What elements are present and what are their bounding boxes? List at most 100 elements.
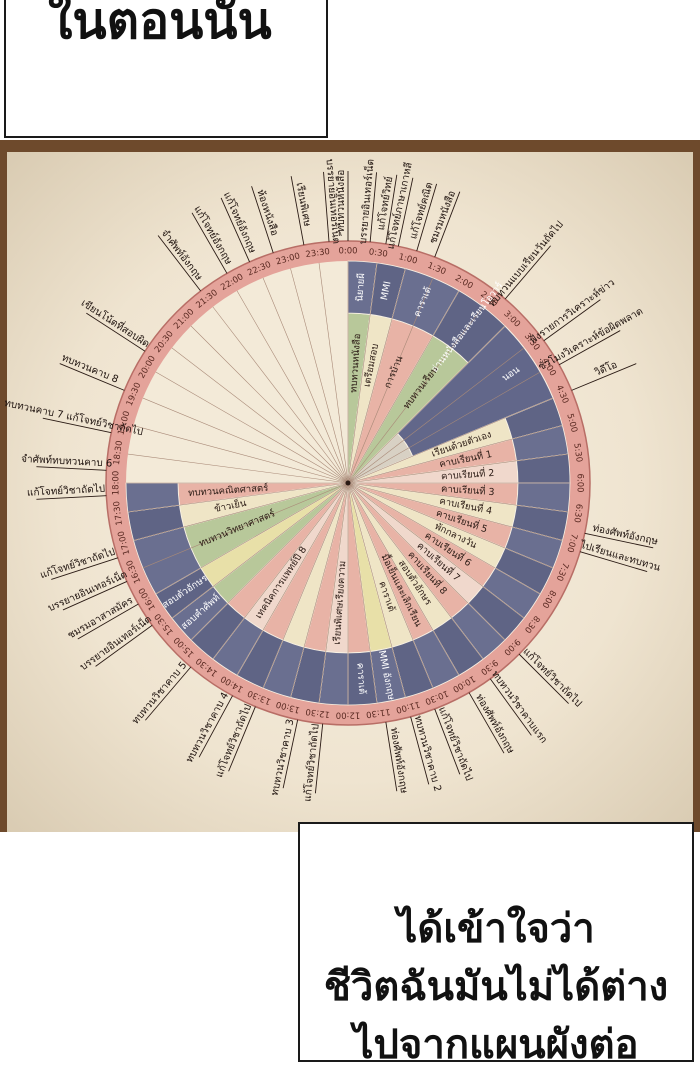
spoke-line <box>236 290 349 484</box>
spoke-line <box>347 482 506 641</box>
callout-line <box>369 172 377 243</box>
callout-line <box>468 692 505 754</box>
spoke-line <box>212 306 349 484</box>
time-tick-label: 0:00 <box>338 247 357 257</box>
time-tick-label: 12:30 <box>305 706 331 719</box>
callout-line <box>385 174 398 245</box>
callout-label: แก้โจทย์วิชาถัดไป <box>520 645 584 709</box>
bottom-caption-box: ได้เข้าใจว่า ชีวิตฉันมันไม่ได้ต่าง ไปจาก… <box>298 822 694 1068</box>
spoke-line <box>133 482 349 541</box>
callout-line <box>323 171 330 242</box>
spoke-line <box>212 482 349 660</box>
time-tick-label: 1:00 <box>397 252 418 267</box>
segment-inner-label: ทบทวนคณิตศาสตร์ <box>188 482 269 499</box>
callout-label: จำศัพท์อังกฤษ <box>159 227 206 283</box>
spoke-line <box>318 482 349 704</box>
callout-line <box>51 557 118 580</box>
callout-line <box>434 191 461 258</box>
spoke-line <box>347 277 434 484</box>
segment-outer-label: นิยายผี <box>353 273 367 302</box>
callout-label: ทบทวนหนังสือ <box>335 170 347 232</box>
callout-label: จำศัพท์ทบทวนคาบ 6 <box>21 453 113 470</box>
callout-line <box>290 176 305 246</box>
callout-line <box>410 716 430 785</box>
callout-line <box>397 177 414 247</box>
segment-outer-label: คาราเต้ <box>354 662 367 694</box>
spoke-line <box>347 371 541 484</box>
schedule-panel: 0:00 0:30 1:00 1:30 2:00 2:30 3:00 3:30 4:00 4:30… <box>0 140 700 832</box>
spoke-line <box>347 482 378 704</box>
callout-line <box>59 363 125 391</box>
spoke-line <box>155 371 349 484</box>
spoke-line <box>347 425 563 484</box>
spoke-line <box>133 425 349 484</box>
center-point <box>345 480 351 486</box>
spoke-line <box>318 262 349 484</box>
spoke-line <box>190 482 349 641</box>
spoke-line <box>127 482 349 513</box>
callout-line <box>314 723 324 794</box>
top-caption-text: ในตอนนั้น <box>48 0 272 50</box>
callout-label: ทบทวนวิชาคาบ 3 <box>270 718 297 797</box>
spoke-line <box>347 290 460 484</box>
time-tick-label: 11:30 <box>365 706 391 719</box>
callout-line <box>282 719 299 789</box>
time-tick-label: 5:30 <box>571 443 583 463</box>
daily-schedule-wheel: 0:00 0:30 1:001:302:002:303:003:304:004:30… <box>3 158 662 802</box>
time-tick-label: 23:30 <box>305 247 331 260</box>
callout-line <box>416 183 438 252</box>
callout-line <box>157 235 202 292</box>
spoke-line <box>262 277 349 484</box>
callout-line <box>62 581 128 611</box>
time-tick-label: 6:30 <box>571 503 583 523</box>
callout-line <box>36 466 107 471</box>
callout-label: แก้โจทย์วิชาถัดไป <box>27 482 106 499</box>
time-tick-label: 12:00 <box>336 710 361 720</box>
callout-line <box>385 721 398 792</box>
time-tick-label: 6:00 <box>575 473 585 492</box>
bottom-caption-line-2: ชีวิตฉันมันไม่ได้ต่าง <box>323 964 669 1010</box>
spoke-line <box>347 262 378 484</box>
spoke-line <box>190 325 349 484</box>
callout-label: วิดีโอ <box>592 358 619 379</box>
callout-line <box>220 197 250 263</box>
callout-label: ห้องหนังสือ <box>254 188 280 237</box>
callout-line <box>504 245 551 300</box>
callout-line <box>145 666 192 721</box>
callout-label: ทบทวนวิชาคาบ 5 <box>130 660 189 727</box>
top-caption-box: ในตอนนั้น <box>4 0 328 138</box>
callout-label: ท่องศัพท์อังกฤษ <box>591 522 659 548</box>
spoke-line <box>127 453 349 484</box>
spoke-line <box>142 482 349 569</box>
spoke-line <box>290 268 349 484</box>
callout-line <box>86 312 146 352</box>
segment-inner-label: คาบเรียนที่ 2 <box>441 466 495 482</box>
spoke-line <box>155 482 349 595</box>
callout-line <box>489 678 532 736</box>
callout-label: ชั่วโมงวิเคราะห์ข้อผิดพลาด <box>535 303 645 373</box>
spoke-line <box>347 482 460 676</box>
callout-line <box>584 532 654 549</box>
spoke-line <box>347 325 506 484</box>
spoke-line <box>347 306 484 484</box>
callout-label: ทบทวนแบบเรียนวันถัดไป <box>486 219 566 310</box>
callout-label: แก้โจทย์วิชาถัดไป <box>436 705 476 783</box>
callout-label: ทบทวนคาบ 8 <box>60 352 120 385</box>
callout-line <box>198 695 233 758</box>
callout-label: ท่องศัพท์อังกฤษ <box>388 727 410 795</box>
segment-inner-label: ทบทวนหนังสือ <box>348 333 363 393</box>
spoke-line <box>347 482 569 513</box>
spoke-line <box>347 482 541 595</box>
spoke-line <box>347 397 554 484</box>
callout-label: ทบทวนวิชาคาบ 2 <box>412 715 443 793</box>
segment-inner-label: เรียนพิเศษเรียงความ <box>331 560 348 645</box>
time-tick-label: 7:00 <box>564 532 579 553</box>
callout-line <box>571 363 637 391</box>
spoke-line <box>347 482 406 698</box>
time-tick-label: 0:30 <box>368 247 388 259</box>
callout-label: แก้โจทย์อังกฤษ <box>221 190 260 256</box>
callout-label: แก้โจทย์วิชาถัดไป <box>38 545 116 582</box>
spoke-line <box>171 482 349 619</box>
spoke-line <box>347 482 554 569</box>
spoke-line <box>347 268 406 484</box>
